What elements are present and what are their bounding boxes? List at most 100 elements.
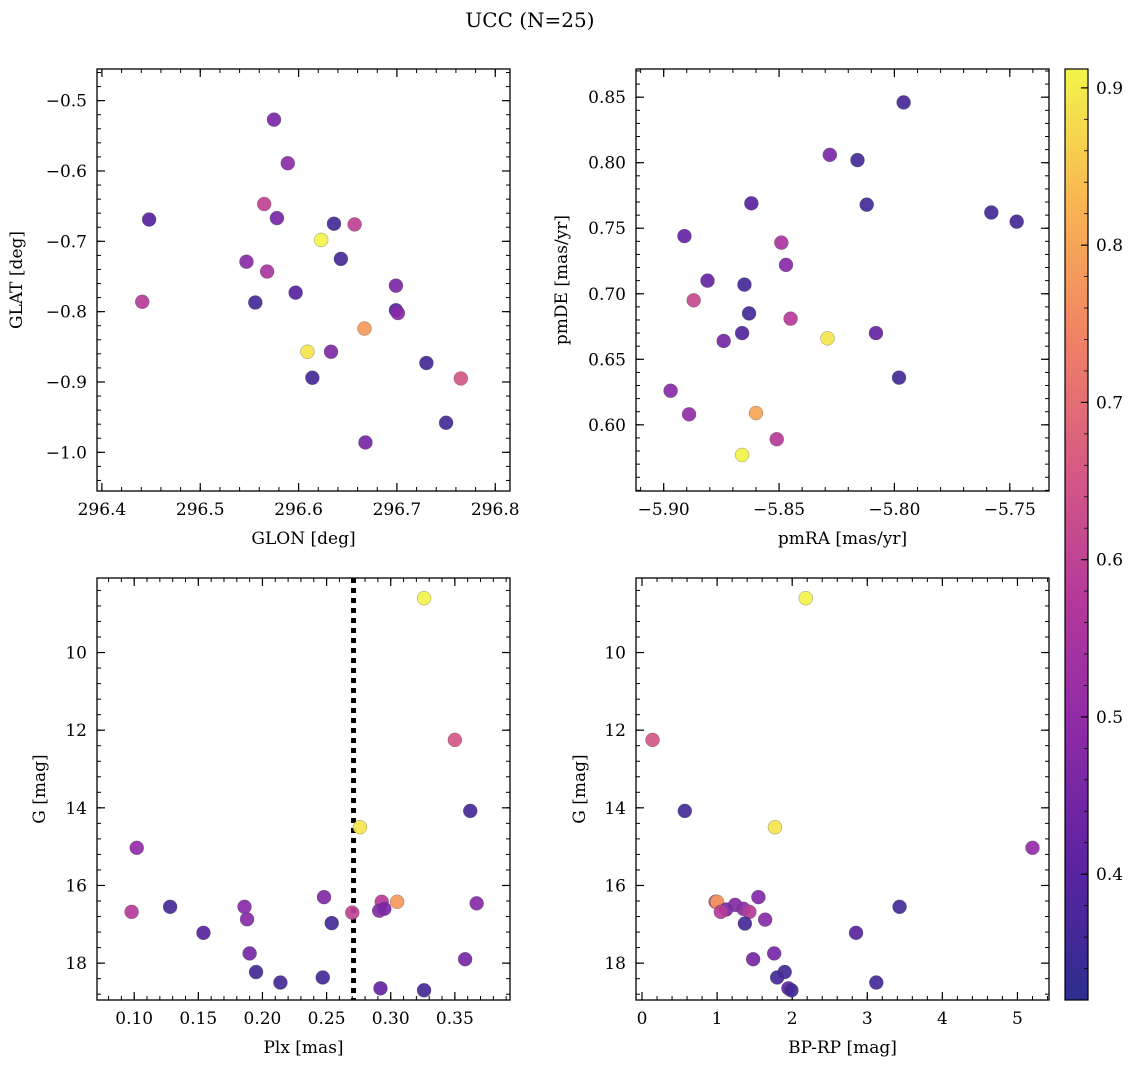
data-point	[769, 431, 784, 447]
data-point	[141, 212, 157, 227]
data-point	[389, 894, 405, 910]
x-tick-label: 296.7	[373, 500, 422, 520]
y-tick-label: 14	[604, 799, 626, 819]
data-point	[326, 216, 342, 231]
data-point	[984, 205, 999, 220]
data-point	[300, 344, 315, 359]
x-tick-label: 0.20	[244, 1009, 282, 1029]
data-point	[868, 325, 884, 341]
x-tick-label: 296.4	[78, 500, 127, 520]
data-point	[700, 273, 715, 288]
x-tick-label: 0.15	[179, 1009, 217, 1029]
x-tick-label: 0.35	[436, 1009, 474, 1029]
colorbar-tick-label: 0.8	[1096, 236, 1123, 256]
data-point	[469, 896, 484, 911]
data-point	[419, 355, 434, 371]
y-tick-label: −1.0	[46, 443, 87, 463]
y-axis-label: GLAT [deg]	[7, 231, 27, 329]
data-point	[869, 975, 884, 990]
data-point	[333, 251, 349, 267]
y-tick-label: 16	[604, 876, 626, 896]
x-tick-label: 5	[1012, 1009, 1023, 1029]
y-tick-label: 10	[604, 644, 626, 664]
x-tick-label: 2	[787, 1009, 798, 1029]
data-point	[239, 911, 255, 927]
data-point	[305, 370, 320, 386]
data-point	[716, 333, 731, 349]
colorbar-tick-label: 0.7	[1096, 393, 1123, 413]
data-point	[237, 899, 252, 915]
x-tick-label: −5.90	[638, 500, 690, 520]
colorbar-tick-label: 0.4	[1096, 865, 1123, 885]
y-tick-label: 14	[65, 799, 87, 819]
panel-pmra-pmde: −5.90 −5.85 −5.80 −5.75 0.60 0.65 0.70 0.75 0.80…	[552, 68, 1050, 549]
x-tick-label: 296.5	[176, 500, 225, 520]
y-tick-label: 0.65	[588, 350, 626, 370]
data-point	[859, 197, 874, 212]
data-point	[778, 257, 794, 273]
data-point	[438, 415, 454, 431]
data-point	[766, 946, 782, 961]
data-point	[373, 981, 388, 996]
y-tick-label: 0.60	[588, 416, 626, 436]
x-tick-label: 296.6	[274, 500, 323, 520]
data-point	[822, 147, 838, 163]
y-tick-label: 10	[65, 644, 87, 664]
x-tick-label: −5.85	[753, 500, 805, 520]
data-point	[352, 819, 368, 835]
x-axis-label: Plx [mas]	[263, 1038, 343, 1058]
x-axis-label: GLON [deg]	[251, 529, 355, 549]
data-point	[273, 975, 288, 990]
data-point	[741, 306, 757, 321]
data-point	[744, 196, 759, 211]
y-tick-label: −0.6	[46, 162, 87, 182]
y-tick-label: −0.7	[46, 232, 87, 252]
data-point	[784, 983, 799, 998]
data-point	[134, 294, 150, 310]
x-tick-label: 0	[637, 1009, 648, 1029]
y-tick-label: −0.8	[46, 303, 87, 323]
data-point	[196, 925, 211, 941]
data-point	[745, 951, 761, 967]
data-point	[447, 732, 463, 748]
y-tick-label: 16	[65, 876, 87, 896]
data-point	[677, 228, 692, 244]
data-point	[751, 889, 766, 905]
data-point	[713, 904, 729, 920]
data-point	[323, 344, 339, 359]
data-point	[124, 904, 139, 920]
data-point	[820, 331, 835, 346]
y-tick-label: 0.80	[588, 154, 626, 174]
data-point	[1009, 214, 1024, 229]
data-point	[269, 210, 285, 226]
data-point	[377, 901, 392, 917]
data-point	[453, 371, 469, 386]
plot-frame	[96, 577, 511, 1001]
x-axis-label: pmRA [mas/yr]	[778, 529, 907, 549]
y-axis-label: pmDE [mas/yr]	[552, 215, 572, 345]
data-point	[280, 155, 296, 171]
x-tick-label: 0.30	[372, 1009, 410, 1029]
data-point	[892, 899, 907, 915]
x-axis-label: BP-RP [mag]	[788, 1038, 897, 1058]
x-tick-label: 0.25	[308, 1009, 346, 1029]
data-point	[347, 217, 362, 232]
y-tick-label: 0.85	[588, 88, 626, 108]
data-point	[239, 254, 254, 269]
data-point	[259, 264, 275, 279]
data-point	[457, 951, 473, 967]
data-point	[734, 325, 750, 341]
x-tick-label: 1	[712, 1009, 723, 1029]
data-point	[416, 590, 432, 606]
colorbar-tick-label: 0.5	[1096, 708, 1123, 728]
data-point	[288, 285, 303, 300]
plot-frame	[635, 577, 1050, 1001]
x-tick-label: 296.8	[471, 500, 520, 520]
x-tick-label: 3	[862, 1009, 873, 1029]
y-axis-label: G [mag]	[570, 754, 590, 823]
data-point	[344, 905, 360, 920]
data-point	[129, 840, 145, 856]
y-tick-label: −0.9	[46, 373, 87, 393]
